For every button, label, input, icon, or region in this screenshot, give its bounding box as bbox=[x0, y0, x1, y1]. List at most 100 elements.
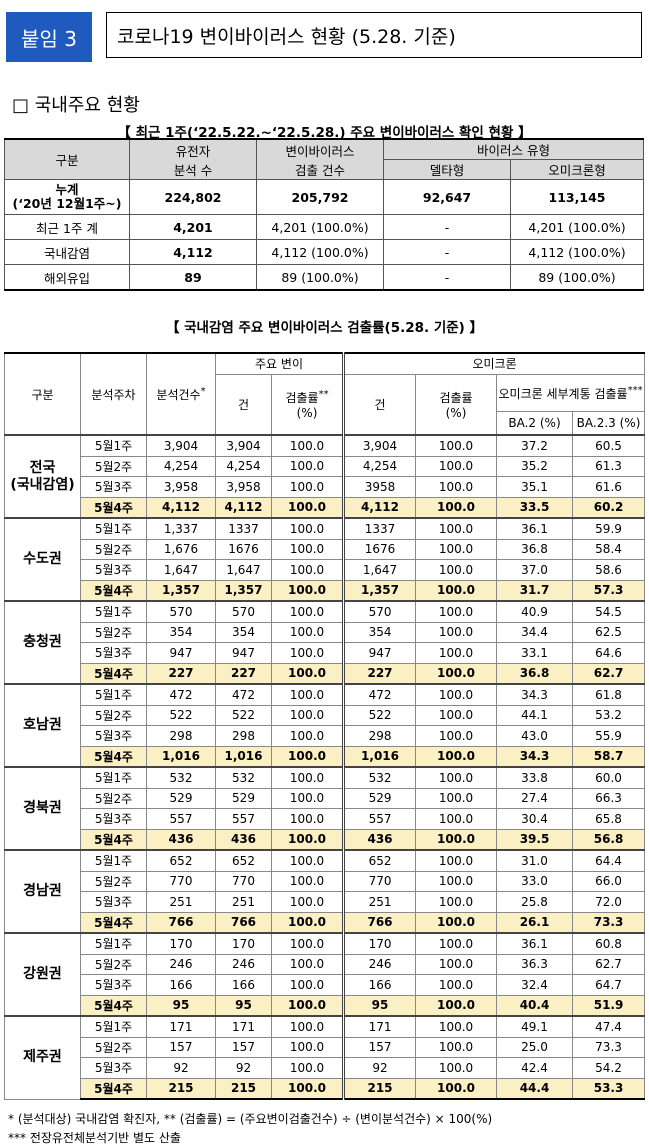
table-cell: 25.0 bbox=[496, 1036, 574, 1058]
table-cell: 37.0 bbox=[496, 559, 574, 581]
t2-header-rate-unit: (%) bbox=[296, 405, 318, 420]
t2-header-count: 분석건수* bbox=[146, 352, 216, 436]
table-cell: 36.8 bbox=[496, 662, 574, 685]
table-cell: 100.0 bbox=[415, 974, 498, 996]
table-cell: 100.0 bbox=[270, 828, 346, 851]
table-cell: 32.4 bbox=[496, 974, 574, 996]
regional-variant-table: 구분 분석주차 분석건수* 주요 변이 오미크론 건 검출률** (%) 건 검출… bbox=[4, 352, 646, 1100]
table-cell: 27.4 bbox=[496, 787, 574, 809]
table-cell: 766 bbox=[215, 911, 272, 934]
t1-cell: 4,112 (100.0%) bbox=[510, 239, 644, 265]
table-cell: 100.0 bbox=[415, 476, 498, 498]
table-cell: 947 bbox=[343, 642, 417, 664]
table-cell: 1676 bbox=[215, 538, 272, 560]
table-cell: 251 bbox=[146, 891, 216, 913]
table-cell: 5월4주 bbox=[80, 994, 147, 1017]
table-cell: 100.0 bbox=[270, 642, 346, 664]
table-cell: 532 bbox=[146, 766, 216, 789]
table-row: 경북권 5월1주 532 532 100.0 532 100.0 33.8 60.0 bbox=[4, 766, 646, 851]
t2-body: 전국 (국내감염) 5월1주 3,904 3,904 100.0 3,904 100.0 37… bbox=[4, 434, 646, 1100]
region-name: 수도권 bbox=[4, 517, 81, 602]
table-cell: 5월4주 bbox=[80, 1077, 147, 1100]
table-row: 강원권 5월1주 170 170 100.0 170 100.0 36.1 60.8 bbox=[4, 932, 646, 1017]
table-cell: 227 bbox=[343, 662, 417, 685]
t1-cell: - bbox=[383, 214, 511, 240]
table-cell: 34.4 bbox=[496, 621, 574, 643]
table-cell: 100.0 bbox=[270, 704, 346, 726]
t1-cell: 92,647 bbox=[383, 179, 511, 215]
table-cell: 5월3주 bbox=[80, 559, 147, 581]
t2-header-sublineage: 오미크론 세부계통 검출률*** bbox=[496, 373, 646, 412]
weekly-variant-table: 구분 유전자 분석 수 변이바이러스 검출 건수 바이러스 유형 델타형 오미크… bbox=[4, 138, 644, 291]
table-cell: 5월1주 bbox=[80, 517, 147, 540]
table-cell: 1337 bbox=[343, 517, 417, 540]
table-cell: 170 bbox=[343, 932, 417, 955]
t1-cell: 4,112 (100.0%) bbox=[256, 239, 384, 265]
table-cell: 100.0 bbox=[415, 953, 498, 975]
table-cell: 100.0 bbox=[415, 496, 498, 519]
table-cell: 5월4주 bbox=[80, 579, 147, 602]
table-cell: 5월4주 bbox=[80, 911, 147, 934]
table-cell: 472 bbox=[146, 683, 216, 706]
table-cell: 5월3주 bbox=[80, 476, 147, 498]
t1-row-label: 최근 1주 계 bbox=[4, 214, 130, 240]
table-cell: 100.0 bbox=[270, 932, 346, 955]
table-cell: 73.3 bbox=[572, 911, 646, 934]
table-cell: 100.0 bbox=[415, 538, 498, 560]
table-row: 5월4주 766 766 100.0 766 100.0 26.1 73.3 bbox=[5, 911, 646, 934]
t1-cell: - bbox=[383, 264, 511, 291]
table-cell: 570 bbox=[146, 600, 216, 623]
table-row: 5월3주 557 557 100.0 557 100.0 30.4 65.8 bbox=[5, 808, 646, 830]
table-cell: 100.0 bbox=[415, 704, 498, 726]
table-cell: 5월3주 bbox=[80, 891, 147, 913]
table-cell: 157 bbox=[343, 1036, 417, 1058]
table-row: 전국 (국내감염) 5월1주 3,904 3,904 100.0 3,904 100.0 37… bbox=[4, 434, 646, 519]
table-row: 5월2주 354 354 100.0 354 100.0 34.4 62.5 bbox=[5, 621, 646, 643]
table-cell: 529 bbox=[146, 787, 216, 809]
table-cell: 64.7 bbox=[572, 974, 646, 996]
table-cell: 529 bbox=[343, 787, 417, 809]
table-cell: 171 bbox=[215, 1015, 272, 1038]
table-row: 수도권 5월1주 1,337 1337 100.0 1337 100.0 36.1 59.9 bbox=[4, 517, 646, 602]
table-cell: 436 bbox=[215, 828, 272, 851]
table-cell: 51.9 bbox=[572, 994, 646, 1017]
table-cell: 246 bbox=[343, 953, 417, 975]
t2-header-omicron-rate: 검출률 (%) bbox=[415, 373, 498, 436]
table-cell: 56.8 bbox=[572, 828, 646, 851]
table-cell: 42.4 bbox=[496, 1057, 574, 1079]
table-cell: 100.0 bbox=[415, 1057, 498, 1079]
table-cell: 34.3 bbox=[496, 683, 574, 706]
table-cell: 532 bbox=[343, 766, 417, 789]
region-name: 제주권 bbox=[4, 1015, 81, 1100]
table-cell: 227 bbox=[146, 662, 216, 685]
table-cell: 5월2주 bbox=[80, 704, 147, 726]
table-cell: 100.0 bbox=[270, 891, 346, 913]
table-cell: 100.0 bbox=[415, 932, 498, 955]
t2-header-ba23: BA.2.3 (%) bbox=[572, 411, 646, 436]
t2-header-rate-label: 검출률 bbox=[285, 390, 319, 405]
section-title: □ 국내주요 현황 bbox=[12, 95, 140, 116]
table-cell: 770 bbox=[215, 870, 272, 892]
table-cell: 947 bbox=[146, 642, 216, 664]
table-cell: 5월1주 bbox=[80, 1015, 147, 1038]
t1-row-label: 해외유입 bbox=[4, 264, 130, 291]
table-cell: 36.1 bbox=[496, 517, 574, 540]
t1-row-label: 누계 (‘20년 12월1주~) bbox=[4, 179, 130, 215]
table-cell: 100.0 bbox=[415, 1015, 498, 1038]
table-cell: 40.4 bbox=[496, 994, 574, 1017]
table-cell: 1,016 bbox=[215, 745, 272, 768]
table-cell: 100.0 bbox=[270, 434, 346, 457]
table-cell: 215 bbox=[343, 1077, 417, 1100]
table-cell: 3,904 bbox=[215, 434, 272, 457]
table-cell: 1,016 bbox=[146, 745, 216, 768]
table-cell: 3,904 bbox=[343, 434, 417, 457]
table-cell: 100.0 bbox=[270, 1015, 346, 1038]
table-cell: 100.0 bbox=[415, 891, 498, 913]
table-cell: 30.4 bbox=[496, 808, 574, 830]
table-row: 호남권 5월1주 472 472 100.0 472 100.0 34.3 61.8 bbox=[4, 683, 646, 768]
t1-row-label: 국내감염 bbox=[4, 239, 130, 265]
table-row: 5월2주 522 522 100.0 522 100.0 44.1 53.2 bbox=[5, 704, 646, 726]
table-cell: 354 bbox=[146, 621, 216, 643]
table-cell: 57.3 bbox=[572, 579, 646, 602]
table-cell: 62.7 bbox=[572, 662, 646, 685]
